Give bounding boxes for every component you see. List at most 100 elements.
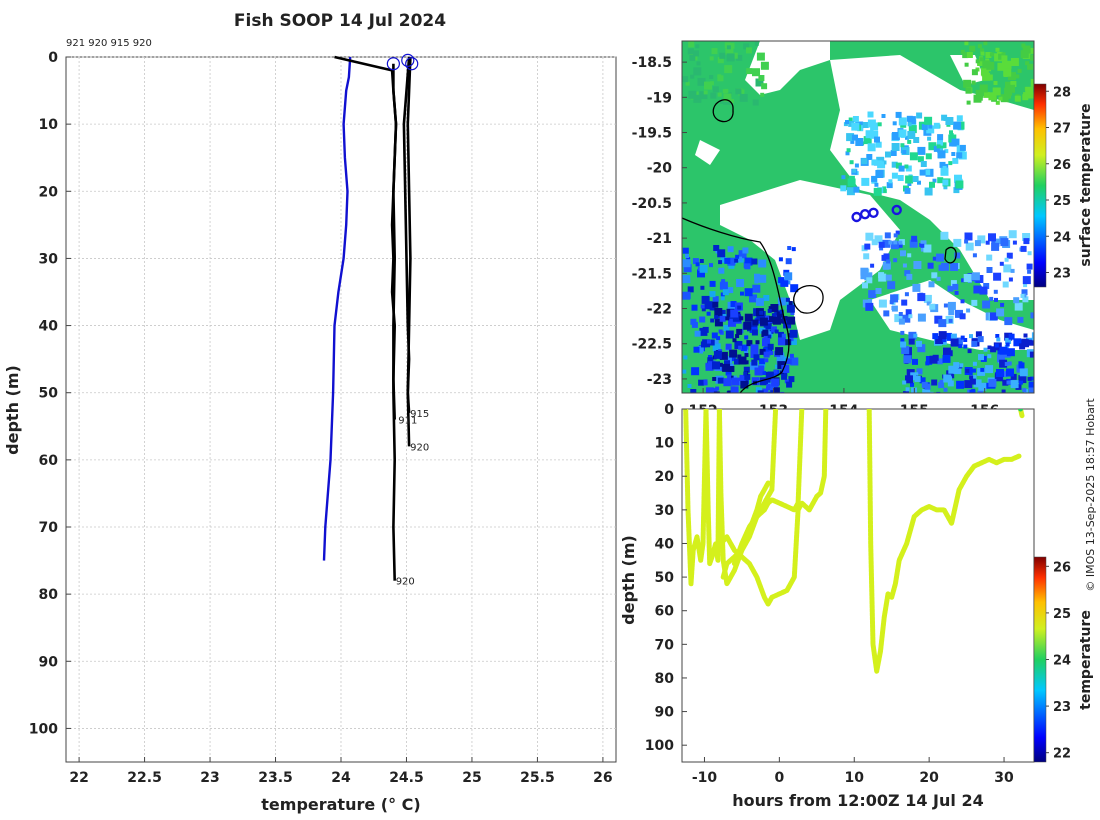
map-sst-pixel (1027, 269, 1032, 274)
map-sst-pixel (682, 259, 691, 268)
map-sst-pixel (975, 331, 982, 338)
depth-time-last-point (1018, 409, 1024, 412)
map-sst-pixel (901, 299, 908, 306)
map-sst-pixel (948, 318, 953, 323)
map-sst-pixel (778, 277, 785, 284)
map-sst-pixel (931, 272, 938, 279)
map-sst-pixel (993, 81, 998, 85)
map-sst-pixel (726, 45, 731, 50)
map-sst-pixel (722, 89, 727, 94)
map-sst-pixel (938, 331, 947, 340)
map-sst-pixel (932, 256, 937, 261)
map-sst-pixel (937, 146, 944, 153)
map-sst-pixel (712, 361, 720, 370)
map-sst-pixel (910, 382, 914, 387)
map-sst-pixel (871, 175, 878, 182)
depth-time-track (795, 409, 829, 513)
map-sst-pixel (752, 68, 760, 77)
map-sst-pixel (754, 41, 759, 46)
map-sst-pixel (1019, 343, 1026, 350)
map-sst-pixel (987, 354, 992, 359)
map-sst-pixel (956, 152, 963, 159)
map-sst-pixel (928, 142, 937, 151)
map-sst-pixel (1022, 276, 1031, 285)
depth-time-track (731, 409, 805, 567)
profile-end-label: 920 (396, 577, 415, 588)
depth-time-ytick-label: 70 (655, 637, 675, 653)
map-sst-pixel (855, 138, 864, 146)
map-sst-pixel (862, 122, 869, 128)
map-sst-pixel (751, 329, 758, 336)
map-sst-pixel (911, 235, 918, 242)
map-sst-pixel (959, 313, 966, 320)
map-sst-pixel (1006, 252, 1013, 259)
map-sst-pixel (690, 318, 697, 325)
map-sst-pixel (767, 308, 772, 313)
map-sst-pixel (898, 165, 905, 172)
map-sst-pixel (727, 257, 736, 266)
map-sst-pixel (954, 337, 963, 346)
map-ytick-label: -23 (647, 372, 672, 388)
map-sst-pixel (955, 309, 963, 318)
map-sst-pixel (961, 278, 966, 283)
map-sst-pixel (971, 340, 978, 347)
map-sst-pixel (1006, 368, 1014, 377)
map-sst-pixel (1003, 264, 1012, 273)
map-sst-pixel (714, 308, 723, 316)
map-sst-pixel (940, 231, 949, 240)
map-sst-pixel (936, 391, 941, 393)
map-sst-pixel (706, 339, 711, 344)
map-sst-pixel (943, 374, 952, 383)
map-sst-pixel (1022, 296, 1029, 303)
map-sst-pixel (781, 365, 790, 373)
map-sst-pixel (691, 321, 698, 328)
map-sst-pixel (846, 187, 855, 196)
map-sst-pixel (905, 135, 909, 140)
map-sst-pixel (722, 363, 731, 372)
map-sst-pixel (908, 125, 917, 134)
depth-time-track (720, 409, 779, 580)
map-sst-pixel (718, 329, 723, 334)
map-sst-pixel (966, 100, 971, 105)
map-sst-pixel (1005, 342, 1010, 347)
depth-time-xtick-label: 10 (845, 770, 865, 786)
map-sst-pixel (853, 186, 860, 193)
map-sst-pixel (771, 313, 776, 318)
map-sst-pixel (720, 256, 727, 263)
map-sst-pixel (1017, 68, 1022, 73)
map-sst-pixel (773, 316, 781, 325)
map-sst-pixel (907, 253, 912, 258)
map-sst-pixel (990, 346, 997, 353)
map-sst-pixel (754, 273, 760, 280)
map-sst-pixel (1029, 54, 1034, 61)
profile-ytick-label: 70 (39, 520, 59, 536)
map-sst-pixel (1030, 78, 1034, 87)
map-sst-pixel (843, 122, 848, 127)
map-sst-pixel (735, 88, 742, 95)
map-sst-pixel (1014, 95, 1021, 102)
map-sst-pixel (907, 131, 916, 139)
map-sst-pixel (971, 299, 978, 306)
map-sst-pixel (744, 360, 749, 365)
map-sst-pixel (908, 314, 913, 319)
map-sst-pixel (718, 362, 723, 367)
map-station-markers (851, 204, 902, 223)
map-sst-pixel (761, 83, 768, 90)
map-sst-pixel (722, 289, 729, 296)
depth-time-ytick-label: 100 (645, 738, 674, 754)
temperature-colorbar-tick-label: 25 (1053, 607, 1071, 622)
map-sst-pixel (746, 47, 752, 54)
map-sst-pixel (920, 161, 927, 167)
map-sst-pixel (702, 326, 709, 333)
map-sst-pixel (1001, 371, 1008, 378)
map-sst-pixel (973, 379, 982, 388)
map-sst-pixel (944, 163, 949, 168)
map-sst-pixel (765, 392, 774, 393)
map-ytick-label: -22.5 (632, 337, 672, 353)
map-sst-pixel (751, 258, 758, 265)
map-sst-pixel (784, 272, 793, 281)
map-sst-pixel (989, 312, 998, 321)
map-sst-pixel (944, 149, 949, 154)
depth-time-track (683, 409, 709, 587)
depth-time-xtick-label: -10 (692, 770, 718, 786)
